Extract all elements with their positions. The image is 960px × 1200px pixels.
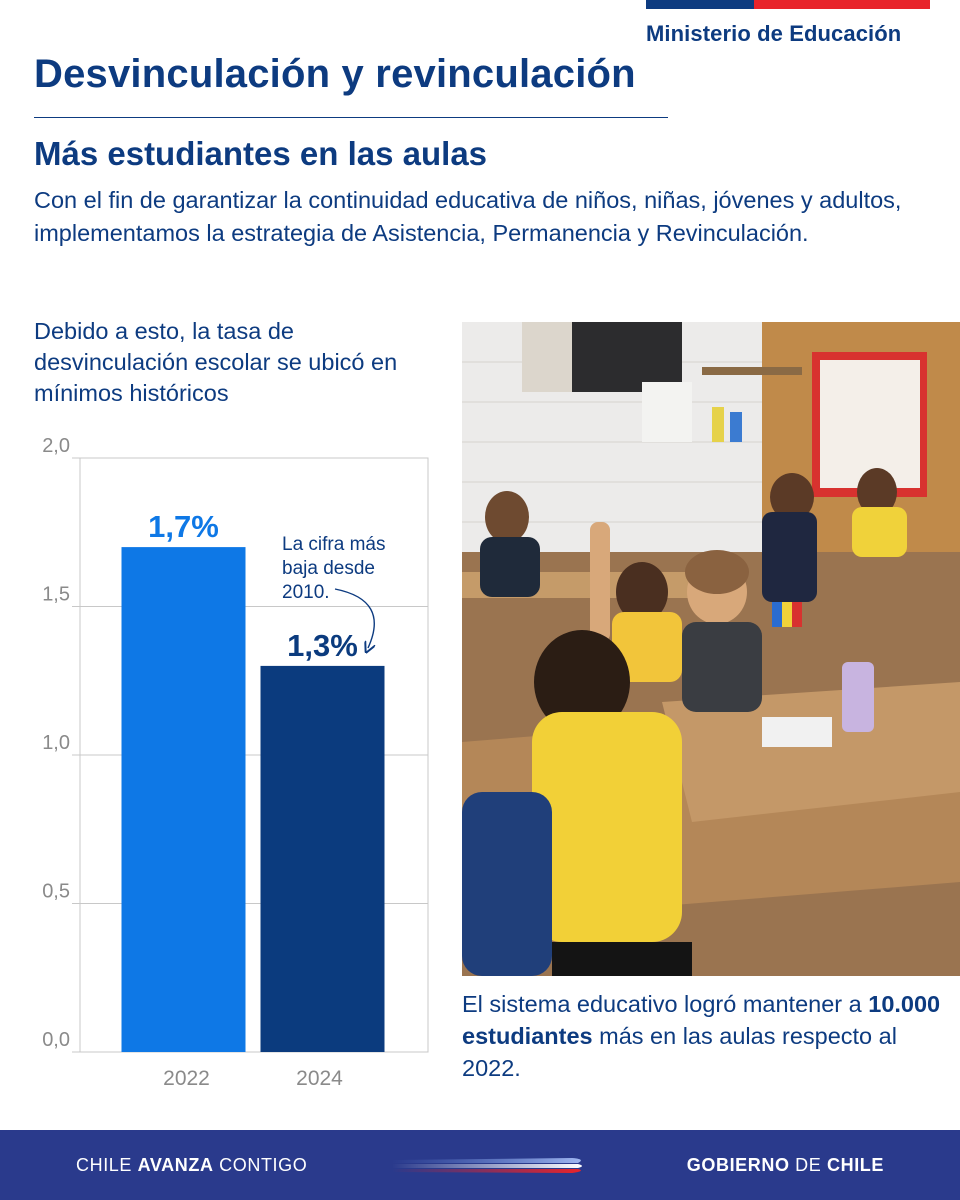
- footer-streak-graphic: [392, 1158, 582, 1173]
- page-subtitle: Más estudiantes en las aulas: [34, 135, 488, 172]
- title-divider: [34, 117, 668, 118]
- slogan-part: CHILE: [76, 1155, 138, 1175]
- ministry-name: Ministerio de Educación: [646, 21, 902, 46]
- slogan-bold: AVANZA: [137, 1155, 214, 1175]
- classroom-photo: [462, 322, 960, 976]
- chart-annotation: La cifra más baja desde 2010.: [282, 534, 385, 603]
- gov-bold-end: CHILE: [827, 1155, 884, 1175]
- bar-value-label: 1,7%: [148, 509, 219, 544]
- annotation-line: La cifra más: [282, 534, 385, 555]
- bar-chart: 0,0 0,5 1,0 1,5 2,0 1,7% 2022 1,3% 2024 La cifra…: [42, 435, 429, 1090]
- footer-slogan: CHILE AVANZA CONTIGO: [76, 1155, 307, 1176]
- intro-paragraph: Con el fin de garantizar la continuidad …: [34, 187, 902, 246]
- gov-mid: DE: [789, 1155, 827, 1175]
- slogan-part-end: CONTIGO: [213, 1155, 308, 1175]
- chart-caption: Debido a esto, la tasa de desvinculación…: [34, 318, 398, 406]
- page-title: Desvinculación y revinculación: [34, 52, 636, 96]
- y-tick-label: 2,0: [42, 435, 70, 457]
- photo-caption-text: El sistema educativo logró mantener a: [462, 991, 869, 1017]
- flag-stripe-blue: [646, 0, 754, 9]
- bar-2024: [260, 665, 385, 1052]
- photo-caption-highlight: 10.000 estudiantes: [462, 991, 941, 1049]
- flag-stripe: [646, 0, 930, 9]
- annotation-line: baja desde: [282, 558, 375, 579]
- footer-government: GOBIERNO DE CHILE: [687, 1155, 884, 1176]
- footer-bar: CHILE AVANZA CONTIGO GOBIERNO DE CHILE: [0, 1130, 960, 1200]
- x-tick-label: 2024: [296, 1067, 343, 1090]
- photo-caption: El sistema educativo logró mantener a 10…: [462, 988, 942, 1084]
- bar-2022: [121, 547, 246, 1052]
- gov-bold: GOBIERNO: [686, 1155, 790, 1175]
- photo-caption-text-end: más en las aulas respecto al 2022.: [462, 1023, 897, 1081]
- flag-stripe-red: [753, 0, 930, 9]
- x-tick-label: 2022: [163, 1067, 210, 1090]
- y-tick-label: 1,0: [42, 732, 70, 754]
- annotation-line: 2010.: [282, 582, 330, 603]
- y-tick-label: 0,5: [42, 881, 70, 903]
- y-tick-label: 1,5: [42, 584, 70, 606]
- annotation-arrow: [334, 588, 374, 648]
- bar-value-label: 1,3%: [287, 628, 358, 663]
- y-tick-label: 0,0: [42, 1029, 70, 1051]
